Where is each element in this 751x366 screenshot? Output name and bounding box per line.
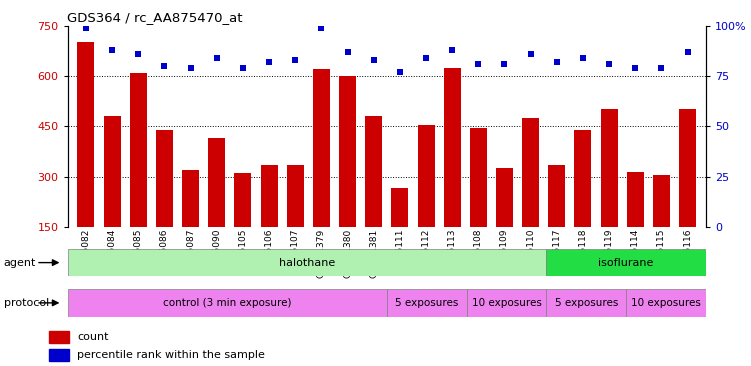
Text: GDS364 / rc_AA875470_at: GDS364 / rc_AA875470_at [67,11,243,25]
Bar [68,249,547,276]
Point [499,61,511,67]
Bar [547,289,626,317]
Point [394,69,406,75]
Bar [653,175,670,277]
Point [420,55,432,61]
Point [682,49,694,55]
Point [315,25,327,31]
Text: percentile rank within the sample: percentile rank within the sample [77,350,265,360]
Point [237,65,249,71]
Point [656,65,668,71]
Text: count: count [77,332,108,341]
Point [80,25,92,31]
Bar [470,128,487,277]
Text: 10 exposures: 10 exposures [631,298,701,308]
Bar [547,249,706,276]
Point [525,51,537,57]
Point [342,49,354,55]
Bar [313,69,330,277]
Point [289,57,301,63]
Point [629,65,641,71]
Bar [365,116,382,277]
Bar [466,289,547,317]
Bar [601,109,617,277]
Bar [68,289,387,317]
Text: control (3 min exposure): control (3 min exposure) [163,298,291,308]
Bar [522,118,539,277]
Point [550,59,562,65]
Point [577,55,589,61]
Text: agent: agent [4,258,36,268]
Bar [387,289,466,317]
Bar [444,68,460,277]
Text: 5 exposures: 5 exposures [395,298,458,308]
Point [603,61,615,67]
Point [263,59,275,65]
Text: halothane: halothane [279,258,335,268]
Bar [548,165,566,277]
Bar [339,76,356,277]
Bar [679,109,696,277]
Bar [391,188,409,277]
Bar [104,116,121,277]
Text: 10 exposures: 10 exposures [472,298,541,308]
Point [472,61,484,67]
Bar [156,130,173,277]
Bar [575,130,592,277]
Bar [496,168,513,277]
Point [132,51,144,57]
Point [158,63,170,69]
Bar [287,165,303,277]
Bar [130,72,146,277]
Text: isoflurane: isoflurane [599,258,654,268]
Bar [418,124,435,277]
Bar [77,42,95,277]
Bar [182,170,199,277]
Text: protocol: protocol [4,298,49,308]
Point [185,65,197,71]
Bar [49,330,70,343]
Point [368,57,380,63]
Bar [261,165,278,277]
Point [446,47,458,53]
Point [106,47,118,53]
Bar [208,138,225,277]
Point [211,55,223,61]
Text: 5 exposures: 5 exposures [554,298,618,308]
Bar [626,289,706,317]
Bar [234,173,252,277]
Bar [49,349,70,361]
Bar [627,172,644,277]
